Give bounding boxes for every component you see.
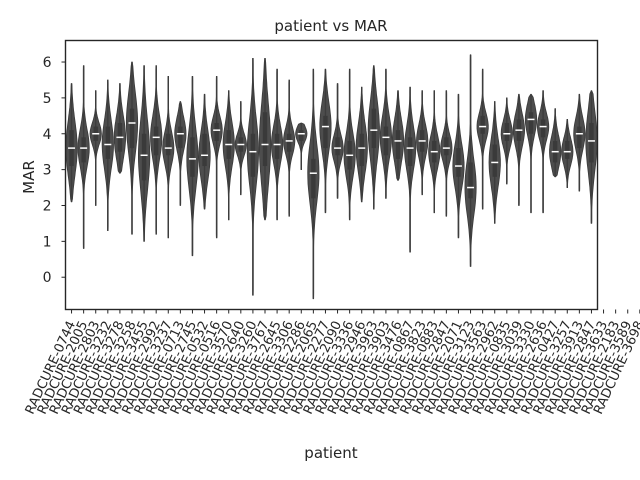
violin	[162, 76, 175, 239]
violin-iqr-box	[407, 137, 413, 167]
violin-iqr-box	[323, 115, 328, 149]
violin	[77, 65, 90, 249]
violin	[150, 65, 163, 235]
violin-iqr-box	[129, 108, 135, 149]
violin	[295, 122, 308, 170]
violin	[174, 101, 187, 206]
violin	[186, 76, 199, 257]
violin-iqr-box	[202, 133, 207, 167]
y-tick-label: 5	[43, 91, 52, 107]
violin	[524, 93, 538, 214]
chart-title: patient vs MAR	[274, 17, 387, 35]
violin	[258, 58, 272, 221]
violin	[500, 97, 513, 185]
violin-iqr-box	[214, 122, 219, 141]
violin-iqr-box	[528, 112, 534, 134]
violin	[113, 83, 126, 174]
y-tick-label: 2	[43, 198, 52, 214]
violin	[138, 65, 151, 242]
violin-iqr-box	[141, 133, 147, 181]
violin-iqr-box	[589, 122, 594, 163]
violin	[416, 90, 429, 196]
violin-iqr-box	[540, 119, 546, 138]
violin	[428, 90, 441, 214]
violin	[391, 90, 405, 181]
violin	[125, 61, 139, 235]
violin	[283, 79, 296, 217]
y-tick-label: 3	[43, 163, 52, 179]
violin-iqr-box	[565, 140, 570, 159]
violin-iqr-box	[359, 133, 364, 167]
violin	[246, 58, 260, 296]
violin	[440, 90, 453, 217]
y-tick-label: 0	[43, 270, 52, 286]
violin	[210, 76, 223, 239]
violin	[536, 90, 550, 214]
violin-iqr-box	[492, 144, 497, 177]
violin	[65, 83, 78, 203]
violin-iqr-box	[444, 137, 449, 156]
violin	[561, 119, 574, 188]
y-tick-label: 4	[43, 127, 52, 143]
violin	[270, 68, 284, 221]
violin	[367, 65, 380, 210]
violin	[549, 108, 562, 178]
violin-iqr-box	[395, 130, 401, 159]
violin-iqr-box	[371, 108, 377, 149]
violin-iqr-box	[274, 133, 280, 159]
violin-iqr-box	[311, 158, 316, 199]
violin-layer	[65, 54, 598, 300]
violin	[331, 83, 344, 199]
x-axis-label: patient	[304, 444, 357, 462]
violin	[464, 54, 477, 267]
violin-iqr-box	[383, 126, 389, 156]
violin	[512, 93, 526, 206]
violin	[89, 90, 102, 206]
violin-iqr-box	[335, 137, 340, 156]
violin	[379, 68, 393, 199]
y-tick-label: 1	[43, 234, 52, 250]
violin-iqr-box	[105, 126, 111, 159]
plot-frame	[64, 39, 599, 311]
violin	[452, 93, 465, 239]
y-axis-label: MAR	[20, 160, 38, 194]
y-axis-ticks: 0 1 2 3 4 5 6	[43, 55, 66, 286]
violin-iqr-box	[166, 133, 171, 156]
violin-iqr-box	[504, 122, 510, 141]
violin-iqr-box	[577, 126, 582, 149]
violin	[355, 86, 368, 203]
violin	[101, 79, 114, 231]
violin-iqr-box	[480, 115, 485, 134]
violin-iqr-box	[286, 133, 292, 152]
violin-iqr-box	[190, 137, 195, 177]
violin	[343, 68, 356, 221]
violin-iqr-box	[468, 162, 473, 199]
violin-iqr-box	[178, 126, 183, 149]
violin-iqr-box	[456, 148, 461, 177]
violin	[307, 68, 320, 300]
violin	[488, 101, 501, 224]
violin	[585, 90, 598, 224]
x-axis-ticks: RADCURE-0744RADCURE-2005RADCURE-2803RADC…	[23, 309, 640, 417]
violin	[403, 86, 417, 253]
violin-iqr-box	[250, 133, 256, 177]
y-tick-label: 6	[43, 55, 52, 71]
violin	[198, 93, 211, 210]
violin	[476, 68, 489, 210]
violin-iqr-box	[299, 130, 304, 141]
violin-iqr-box	[262, 112, 268, 167]
violin-iqr-box	[81, 137, 86, 163]
violin	[234, 101, 247, 196]
violin-iqr-box	[153, 126, 159, 156]
violin	[222, 90, 235, 221]
violin	[319, 68, 332, 214]
violin	[573, 93, 586, 192]
